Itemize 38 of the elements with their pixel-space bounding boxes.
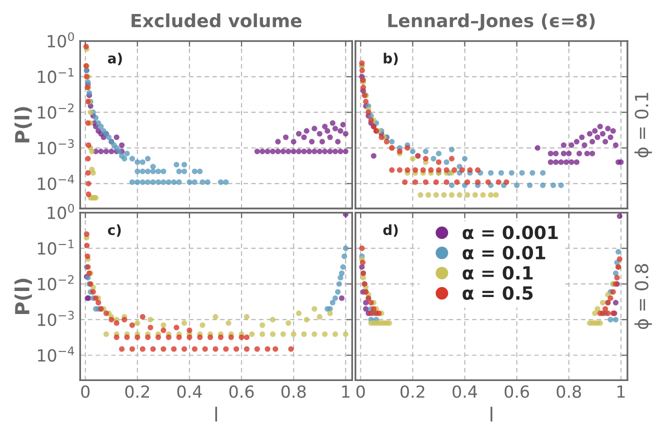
legend-label: α = 0.1 — [462, 266, 533, 280]
x-tick-label: 1 — [617, 386, 625, 398]
y-tick-label: 10$^{−2}$ — [38, 275, 74, 290]
text: ϕ = 0.1 — [634, 92, 652, 158]
y-tick-label: 10$^{−1}$ — [38, 68, 74, 84]
y-axis-title: P(l) — [14, 278, 32, 314]
annotation: b) — [384, 52, 398, 66]
x-tick-label: 1 — [342, 386, 350, 398]
y-tick-label: 10$^{0}$ — [48, 204, 74, 220]
y-axis-title: P(l) — [14, 107, 32, 142]
y-tick-label: 10$^{−2}$ — [38, 103, 74, 119]
y-tick-label: 10$^{−3}$ — [38, 139, 74, 154]
x-tick-label: 0.6 — [229, 385, 254, 398]
y-tick-label: 10$^{0}$ — [48, 32, 74, 48]
x-tick-label: 0.4 — [452, 385, 478, 398]
annotation: d) — [383, 224, 398, 237]
x-tick-label: 0.8 — [281, 385, 306, 398]
x-tick-label: 0 — [356, 385, 365, 398]
x-tick-label: 0 — [81, 385, 90, 398]
x-tick-label: 0.2 — [125, 385, 150, 398]
legend-label: α = 0.01 — [462, 246, 546, 260]
x-tick-label: 0.4 — [177, 385, 202, 398]
chart-title: Excluded volume — [132, 13, 302, 28]
x-tick-label: 0.2 — [400, 385, 424, 398]
legend-label: α = 0.5 — [462, 286, 533, 300]
y-tick-label: 10$^{−4}$ — [38, 346, 74, 362]
y-tick-label: 10$^{−1}$ — [38, 240, 74, 255]
x-axis-title: l — [215, 406, 218, 422]
chart-title: Lennard–Jones (ϵ=8) — [388, 13, 595, 31]
x-tick-label: 0.6 — [504, 385, 530, 398]
annotation: c) — [108, 224, 121, 237]
y-tick-label: 10$^{−3}$ — [38, 310, 74, 326]
legend-label: α = 0.001 — [462, 226, 558, 240]
x-tick-label: 0.8 — [556, 385, 581, 398]
y-tick-label: 10$^{−4}$ — [38, 174, 74, 190]
annotation: a) — [108, 52, 122, 66]
x-axis-title: l — [490, 406, 492, 422]
text: ϕ = 0.8 — [634, 264, 652, 330]
